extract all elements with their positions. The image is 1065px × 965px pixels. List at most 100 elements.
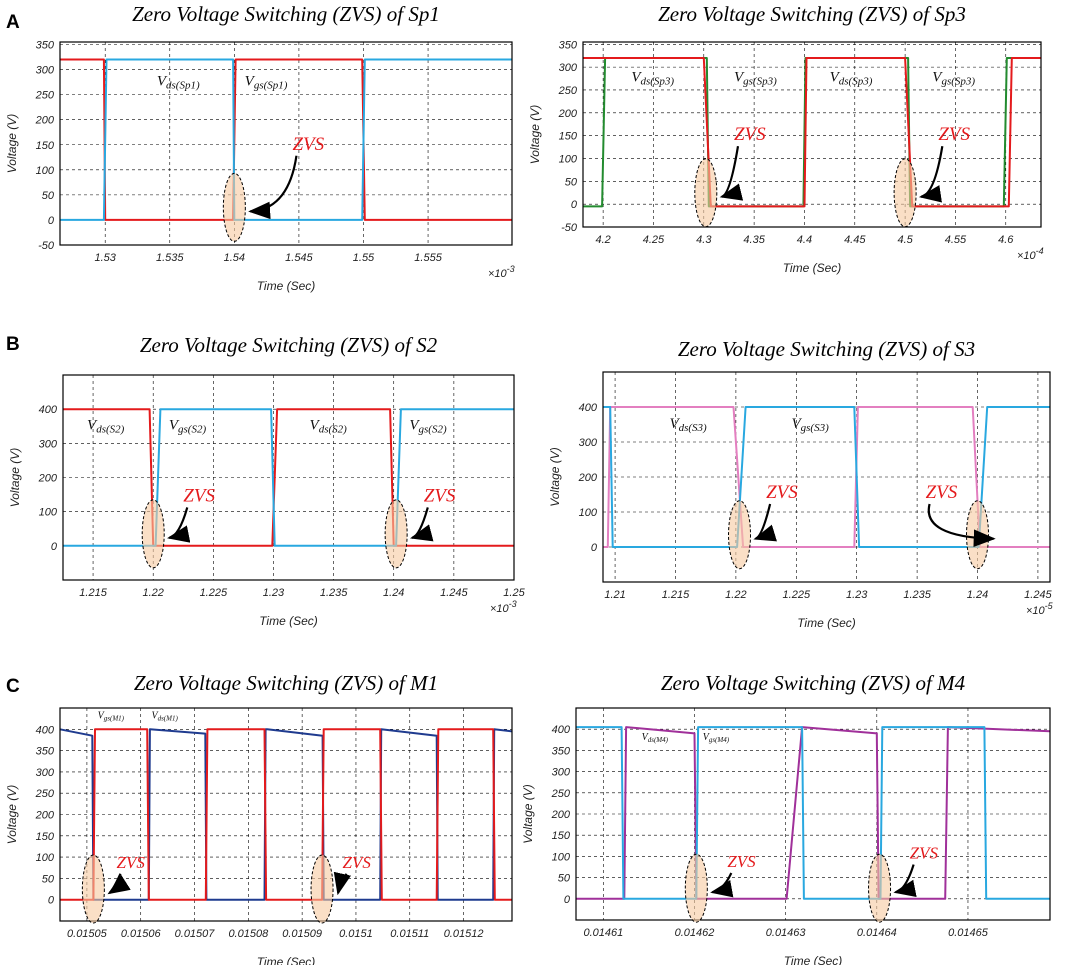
- series-line-2: [583, 57, 1041, 208]
- signal-annotation: Vgs(S3): [791, 416, 829, 434]
- zvs-arrow: [918, 146, 944, 203]
- panel-label-c: C: [6, 676, 20, 697]
- signal-annotation-v: V: [631, 70, 642, 86]
- y-axis-label: Voltage (V): [8, 448, 22, 508]
- chart-title: Zero Voltage Switching (ZVS) of M1: [134, 671, 438, 695]
- x-axis-label: Time (Sec): [257, 955, 316, 965]
- signal-annotation-subscript: ds(Sp1): [166, 80, 200, 92]
- y-tick-label: 250: [551, 788, 571, 800]
- y-tick-label: 0: [48, 895, 55, 907]
- signal-annotation-subscript: gs(M1): [104, 715, 125, 723]
- zvs-arrow: [333, 871, 351, 896]
- signal-annotation-v: V: [932, 70, 943, 86]
- x-tick-label: 1.22: [142, 587, 163, 599]
- chart-5: Zero Voltage Switching (ZVS) of M1 0.0150…: [5, 671, 513, 965]
- y-tick-label: 100: [559, 153, 578, 165]
- series-line-1: [603, 406, 1050, 548]
- plot-frame: [602, 371, 1051, 583]
- chart-6: Zero Voltage Switching (ZVS) of M4 0.0146…: [521, 671, 1051, 965]
- x-tick-label: 1.24: [967, 589, 988, 601]
- signal-annotation: Vgs(M4): [703, 732, 730, 744]
- signal-annotation-subscript: ds(Sp3): [839, 76, 873, 88]
- y-tick-label: 100: [36, 852, 55, 864]
- plot-frame: [62, 374, 515, 581]
- signal-annotation-subscript: gs(Sp1): [254, 80, 288, 92]
- y-tick-label: 300: [36, 65, 55, 77]
- signal-annotation-subscript: gs(S2): [419, 424, 447, 436]
- x-multiplier-exponent: -3: [507, 264, 515, 274]
- x-tick-label: 1.245: [440, 587, 468, 599]
- panel-label-b: B: [6, 334, 20, 355]
- y-tick-label: 350: [36, 746, 55, 758]
- x-multiplier: ×10-4: [1017, 246, 1044, 262]
- zvs-label: ZVS: [938, 124, 970, 145]
- series-line-2: [603, 406, 1050, 548]
- x-multiplier-base: ×10: [1026, 605, 1046, 617]
- signal-annotation-subscript: gs(Sp3): [743, 76, 777, 88]
- y-tick-label: 200: [35, 115, 55, 127]
- signal-annotation-v: V: [642, 732, 650, 743]
- plot-frame: [582, 41, 1042, 228]
- x-tick-label: 4.2: [595, 234, 610, 246]
- zvs-arrow: [893, 864, 917, 897]
- chart-4: Zero Voltage Switching (ZVS) of S3 1.21 1.…: [548, 337, 1054, 630]
- x-tick-label: 0.01463: [766, 927, 807, 939]
- x-tick-label: 1.23: [263, 587, 285, 599]
- signal-annotation-v: V: [830, 70, 841, 86]
- zvs-label: ZVS: [183, 485, 215, 506]
- signal-annotation-v: V: [169, 418, 180, 434]
- x-tick-label: 1.21: [604, 589, 625, 601]
- x-tick-label: 0.01505: [67, 928, 108, 940]
- x-multiplier: ×10-5: [1026, 601, 1054, 617]
- signal-annotation-subscript: ds(S3): [679, 422, 707, 434]
- y-tick-label: 200: [578, 472, 598, 484]
- y-tick-label: 350: [559, 39, 578, 51]
- x-tick-label: 4.45: [844, 234, 866, 246]
- x-multiplier: ×10-3: [490, 599, 517, 615]
- zvs-highlight: [728, 500, 752, 570]
- y-tick-label: 50: [42, 873, 55, 885]
- chart-2: Zero Voltage Switching (ZVS) of Sp3 4.2 4.…: [528, 2, 1044, 275]
- x-tick-label: 0.01507: [175, 928, 216, 940]
- x-tick-label: 0.01464: [857, 927, 897, 939]
- x-multiplier: ×10-3: [488, 264, 515, 280]
- y-tick-label: -50: [38, 240, 55, 252]
- y-tick-label: 100: [552, 851, 571, 863]
- y-axis-label: Voltage (V): [528, 105, 542, 165]
- x-multiplier-base: ×10: [488, 268, 508, 280]
- x-tick-label: 1.235: [320, 587, 348, 599]
- signal-annotation-v: V: [310, 418, 321, 434]
- chart-title: Zero Voltage Switching (ZVS) of Sp1: [132, 2, 440, 26]
- zvs-highlight: [141, 499, 165, 569]
- x-tick-label: 1.24: [383, 587, 404, 599]
- y-tick-label: 300: [36, 767, 55, 779]
- x-tick-label: 1.215: [662, 589, 690, 601]
- signal-annotation: Vgs(Sp1): [245, 74, 288, 92]
- x-axis-label: Time (Sec): [783, 261, 842, 275]
- zvs-label: ZVS: [734, 124, 766, 145]
- series-line-2: [576, 726, 1050, 900]
- signal-annotation: Vds(S3): [669, 416, 707, 434]
- x-tick-label: 1.23: [846, 589, 868, 601]
- signal-annotation: Vgs(Sp3): [734, 70, 777, 88]
- x-tick-label: 4.4: [797, 234, 812, 246]
- series-line-1: [583, 57, 1041, 208]
- y-tick-label: 300: [559, 62, 578, 74]
- y-tick-label: 400: [39, 404, 58, 416]
- zvs-highlight: [694, 158, 718, 228]
- y-tick-label: 350: [552, 745, 571, 757]
- zvs-label: ZVS: [292, 134, 324, 155]
- plot-frame: [59, 707, 513, 922]
- y-tick-label: 250: [35, 90, 55, 102]
- x-tick-label: 1.55: [353, 252, 375, 264]
- y-tick-label: -50: [561, 222, 578, 234]
- zvs-label: ZVS: [910, 844, 939, 863]
- y-tick-label: 250: [35, 788, 55, 800]
- x-axis-label: Time (Sec): [797, 616, 856, 630]
- signal-annotation: Vds(Sp3): [830, 70, 873, 88]
- x-axis-label: Time (Sec): [257, 279, 316, 293]
- signal-annotation-subscript: gs(S2): [178, 424, 206, 436]
- charts-layer: Zero Voltage Switching (ZVS) of Sp1 1.53 1…: [5, 2, 1054, 965]
- signal-annotation-v: V: [87, 418, 98, 434]
